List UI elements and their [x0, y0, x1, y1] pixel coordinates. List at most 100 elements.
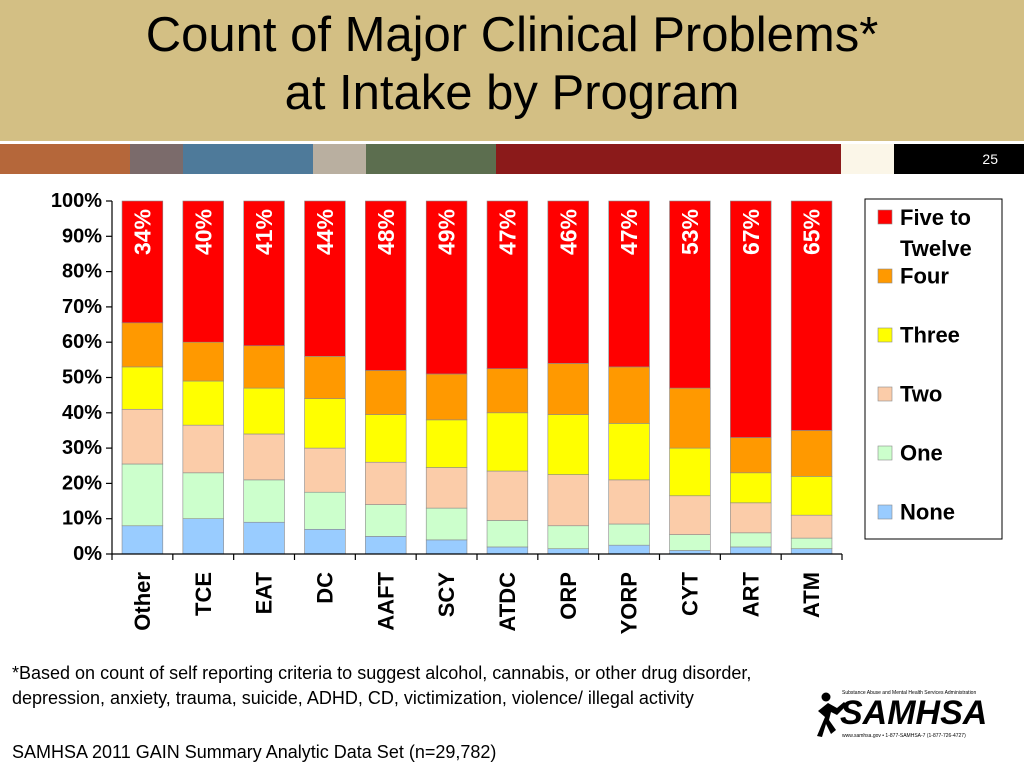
legend-swatch-two: [877, 386, 893, 402]
bar-segment-dc-four: [304, 356, 346, 399]
bars-layer: [121, 200, 833, 555]
bar-segment-eat-five-to-twelve: [243, 200, 285, 347]
x-tick-label-atdc: ATDC: [495, 572, 520, 632]
data-label-dc: 44%: [312, 209, 338, 255]
slide-title-line-1: Count of Major Clinical Problems*: [145, 8, 879, 62]
bar-segment-tce-three: [182, 380, 224, 426]
bar-segment-eat-three: [243, 387, 285, 435]
bar-segment-orp-four: [547, 363, 589, 415]
bar-segment-orp-three: [547, 414, 589, 475]
y-tick-label: 80%: [62, 261, 102, 283]
slide-number-box: 25: [894, 144, 1024, 174]
bar-segment-art-two: [730, 502, 772, 534]
x-tick-label-tce: TCE: [191, 572, 216, 616]
bar-segment-atdc-one: [486, 520, 529, 548]
bar-segment-tce-four: [182, 341, 224, 382]
bar-segment-atm-two: [790, 514, 833, 539]
legend-label-five-to-twelve: Five to Twelve: [900, 205, 972, 261]
logo-contact: www.samhsa.gov • 1-877-SAMHSA-7 (1-877-7…: [842, 733, 966, 739]
legend-label-four: Four: [900, 264, 949, 289]
bar-segment-other-five-to-twelve: [121, 200, 164, 324]
y-tick-label: 0%: [73, 543, 102, 565]
bar-segment-scy-four: [425, 373, 468, 421]
legend-label-one: One: [900, 441, 943, 466]
strip-segment: [313, 144, 366, 174]
bar-segment-cyt-three: [669, 447, 711, 497]
data-label-orp: 46%: [555, 209, 581, 255]
bar-segment-art-none: [730, 546, 772, 555]
bar-segment-atdc-three: [486, 412, 529, 472]
y-tick-label: 70%: [62, 296, 102, 318]
bar-segment-eat-two: [243, 433, 285, 481]
bar-segment-aaft-five-to-twelve: [365, 200, 407, 371]
x-tick-label-dc: DC: [312, 572, 337, 604]
x-tick-label-art: ART: [738, 571, 763, 617]
logo-figure-icon: [817, 692, 847, 737]
bar-segment-tce-none: [182, 518, 224, 555]
bar-segment-orp-none: [547, 548, 589, 555]
bar-segment-scy-three: [425, 419, 468, 468]
bar-segment-dc-none: [304, 528, 346, 555]
strip-segment: [0, 144, 130, 174]
bar-segment-scy-none: [425, 539, 468, 555]
bar-segment-atm-one: [790, 537, 833, 550]
bar-segment-dc-five-to-twelve: [304, 200, 346, 357]
data-label-scy: 49%: [434, 209, 460, 255]
bar-segment-yorp-none: [608, 544, 650, 555]
bar-segment-yorp-four: [608, 366, 650, 424]
bar-segment-aaft-four: [365, 370, 407, 415]
x-tick-label-atm: ATM: [799, 572, 824, 618]
legend-swatch-three: [877, 327, 893, 343]
bar-segment-orp-five-to-twelve: [547, 200, 589, 364]
x-tick-label-aaft: AAFT: [373, 571, 398, 630]
bar-segment-orp-two: [547, 474, 589, 527]
data-label-aaft: 48%: [373, 209, 399, 255]
title-banner: Count of Major Clinical Problems* at Int…: [0, 0, 1024, 141]
x-tick-label-yorp: YORP: [617, 572, 642, 634]
logo-tagline: Substance Abuse and Mental Health Servic…: [842, 690, 976, 696]
bar-segment-atm-three: [790, 476, 833, 516]
data-labels-layer: 34% 40% 41% 44% 48% 49% 47% 46% 47% 53% 67% 65%: [129, 209, 824, 255]
axes-layer: Other TCE EAT DC AAFT SCY ATDC ORP YORP CYT ART ATM…: [51, 190, 843, 634]
data-label-yorp: 47%: [616, 209, 642, 255]
bar-segment-atm-none: [790, 548, 833, 555]
data-label-atm: 65%: [799, 209, 825, 255]
y-tick-label: 90%: [62, 225, 102, 247]
bar-segment-atm-four: [790, 430, 833, 477]
y-tick-label: 30%: [62, 437, 102, 459]
chart-legend: Five to Twelve Four Three Two One None: [864, 198, 1003, 540]
x-tick-label-other: Other: [130, 572, 155, 631]
bar-segment-other-none: [121, 525, 164, 555]
bar-segment-atdc-five-to-twelve: [486, 200, 529, 369]
bar-segment-other-one: [121, 463, 164, 527]
bar-segment-aaft-none: [365, 536, 407, 555]
y-tick-label: 50%: [62, 367, 102, 389]
strip-segment: [130, 144, 183, 174]
bar-segment-eat-one: [243, 479, 285, 523]
legend-label-none: None: [900, 500, 955, 525]
bar-segment-eat-four: [243, 345, 285, 389]
data-label-eat: 41%: [251, 209, 277, 255]
bar-segment-art-three: [730, 472, 772, 504]
bar-segment-aaft-one: [365, 504, 407, 537]
decorative-color-strip: 25: [0, 144, 1024, 174]
bar-segment-yorp-one: [608, 523, 650, 546]
slide-title-line-2: at Intake by Program: [284, 66, 740, 120]
bar-segment-dc-two: [304, 447, 346, 493]
bar-segment-cyt-two: [669, 495, 711, 535]
strip-segment: [366, 144, 496, 174]
y-tick-label: 60%: [62, 331, 102, 353]
legend-box: [864, 198, 1003, 540]
footnote: *Based on count of self reporting criter…: [12, 663, 752, 708]
data-label-cyt: 53%: [677, 209, 703, 255]
bar-segment-scy-two: [425, 467, 468, 509]
bar-segment-other-two: [121, 408, 164, 465]
bar-segment-art-one: [730, 532, 772, 548]
bar-segment-other-three: [121, 366, 164, 410]
strip-segment: [496, 144, 841, 174]
data-label-tce: 40%: [190, 209, 216, 255]
strip-segment: [841, 144, 894, 174]
legend-swatch-none: [877, 504, 893, 520]
y-tick-label: 10%: [62, 508, 102, 530]
bar-segment-art-four: [730, 437, 772, 474]
